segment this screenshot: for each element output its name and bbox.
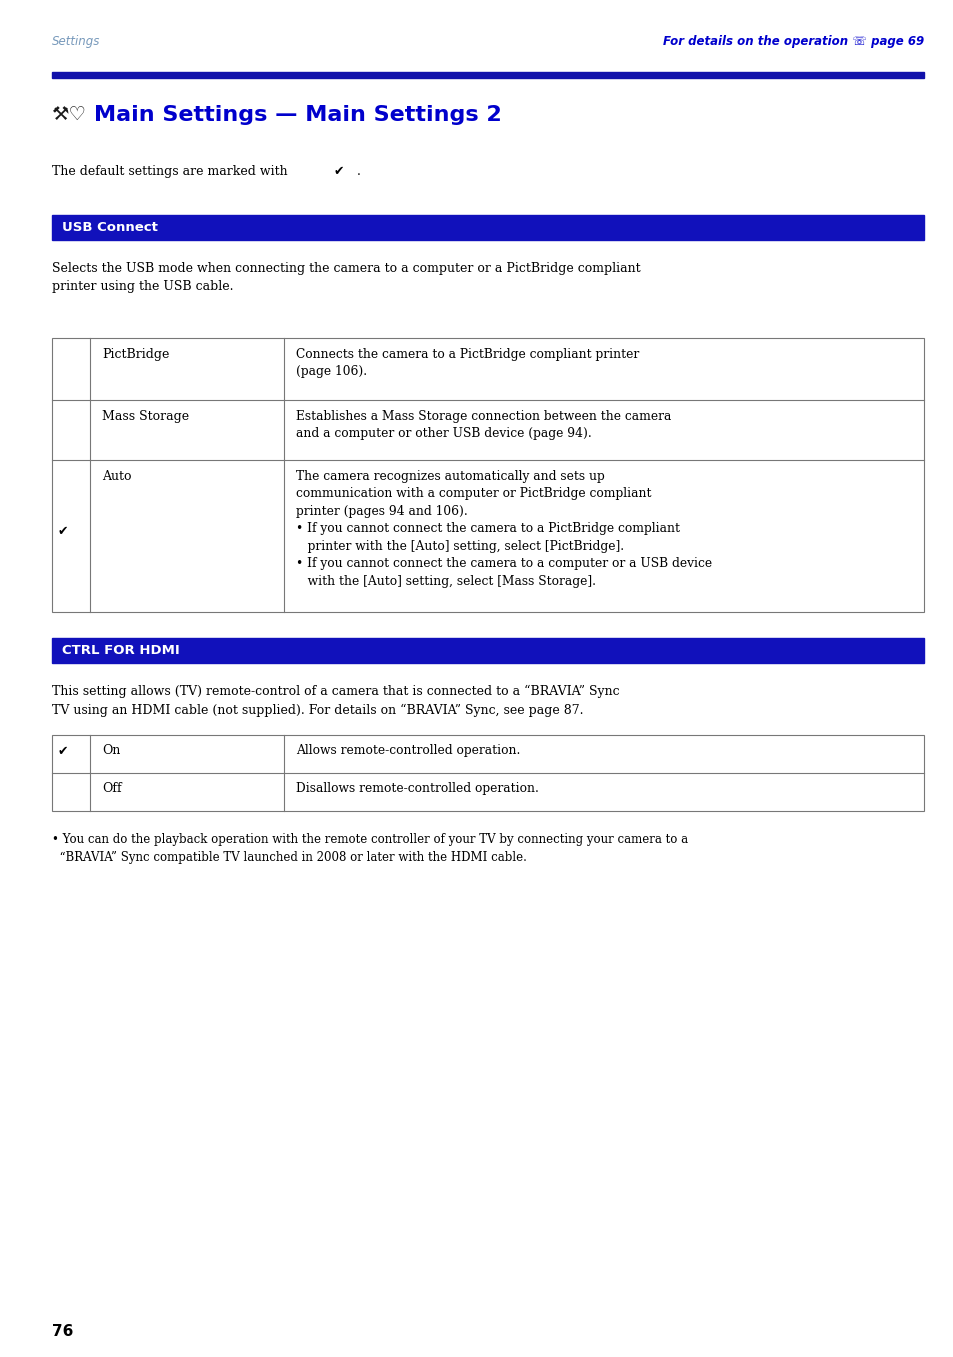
Bar [52, 638, 923, 664]
Text: Auto: Auto [102, 470, 132, 483]
Text: Disallows remote-controlled operation.: Disallows remote-controlled operation. [295, 782, 538, 795]
Text: Allows remote-controlled operation.: Allows remote-controlled operation. [295, 744, 519, 757]
Text: This setting allows (TV) remote-control of a camera that is connected to a “BRAV: This setting allows (TV) remote-control … [52, 685, 619, 716]
Text: Mass Storage: Mass Storage [102, 410, 189, 423]
Text: Selects the USB mode when connecting the camera to a computer or a PictBridge co: Selects the USB mode when connecting the… [52, 262, 640, 293]
Text: USB Connect: USB Connect [62, 221, 157, 233]
Bar [52, 72, 923, 77]
Text: For details on the operation ☏ page 69: For details on the operation ☏ page 69 [662, 35, 923, 47]
Text: Connects the camera to a PictBridge compliant printer
(page 106).: Connects the camera to a PictBridge comp… [295, 347, 639, 379]
Text: The camera recognizes automatically and sets up
communication with a computer or: The camera recognizes automatically and … [295, 470, 711, 588]
Text: Off: Off [102, 782, 121, 795]
Text: PictBridge: PictBridge [102, 347, 170, 361]
Bar [52, 735, 923, 811]
Text: .: . [356, 166, 360, 178]
Text: The default settings are marked with: The default settings are marked with [52, 166, 287, 178]
Text: • You can do the playback operation with the remote controller of your TV by con: • You can do the playback operation with… [52, 833, 687, 864]
Text: ✔: ✔ [58, 745, 69, 759]
Text: ✔: ✔ [334, 166, 344, 178]
Text: Main Settings — Main Settings 2: Main Settings — Main Settings 2 [94, 104, 501, 125]
Text: CTRL FOR HDMI: CTRL FOR HDMI [62, 645, 179, 657]
Bar [52, 338, 923, 612]
Text: ✔: ✔ [58, 525, 69, 539]
Text: 76: 76 [52, 1324, 73, 1339]
Text: Establishes a Mass Storage connection between the camera
and a computer or other: Establishes a Mass Storage connection be… [295, 410, 671, 441]
Text: Settings: Settings [52, 35, 100, 47]
Text: On: On [102, 744, 120, 757]
Bar [52, 214, 923, 240]
Text: ⚒♡: ⚒♡ [52, 104, 87, 123]
